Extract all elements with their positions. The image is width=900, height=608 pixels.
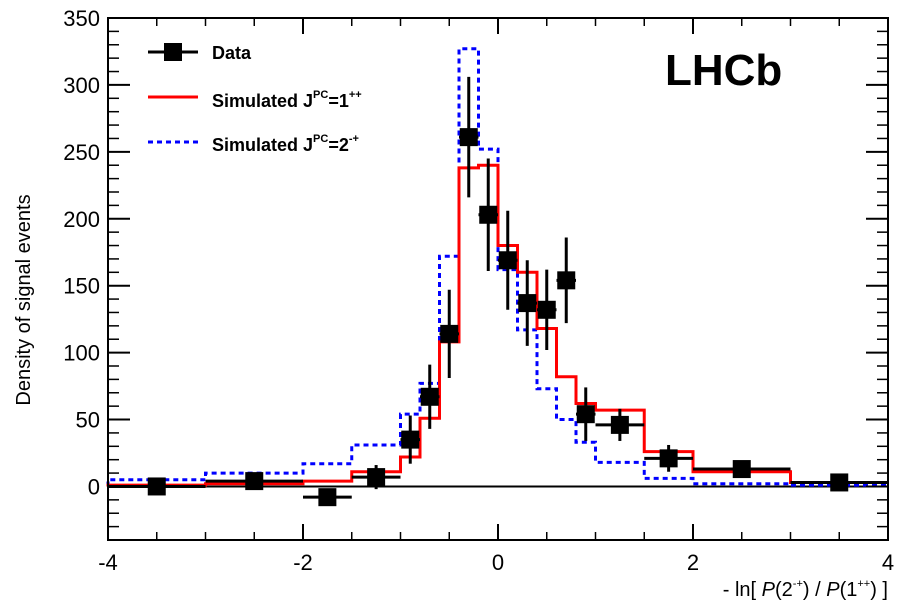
legend-sim2-label: Simulated JPC=2-+	[212, 133, 359, 155]
data-point	[420, 364, 440, 429]
data-point-marker	[420, 387, 439, 406]
data-point	[351, 465, 401, 490]
data-point	[537, 269, 557, 350]
data-point-marker	[659, 449, 678, 468]
x-axis-title: - ln[ P(2-+) / P(1++) ]	[723, 578, 888, 601]
data-point	[303, 488, 352, 507]
data-point	[595, 408, 645, 441]
y-tick-label: 300	[63, 73, 100, 98]
data-point	[439, 289, 459, 379]
data-point-marker	[732, 460, 751, 479]
data-point	[517, 260, 537, 346]
x-axis: -4 -2 0 2 4	[98, 18, 894, 575]
data-point	[693, 460, 791, 479]
x-tick-label: 4	[882, 550, 894, 575]
data-point	[478, 158, 498, 271]
data-point-marker	[367, 468, 386, 487]
data-point	[576, 387, 596, 441]
data-point	[498, 210, 518, 310]
data-point-marker	[518, 294, 537, 313]
x-tick-label: -4	[98, 550, 118, 575]
series-sim2-step	[106, 47, 888, 487]
data-point-marker	[440, 324, 459, 343]
y-tick-label: 200	[63, 207, 100, 232]
data-point	[644, 444, 693, 472]
data-point-marker	[557, 271, 576, 290]
data-point-marker	[830, 473, 849, 492]
legend: Data Simulated JPC=1++ Simulated JPC=2-+	[148, 43, 362, 155]
data-point-marker	[459, 128, 478, 147]
plot-area	[106, 17, 889, 541]
y-tick-label: 50	[76, 408, 100, 433]
data-point-marker	[147, 477, 166, 496]
data-point-marker	[318, 488, 337, 507]
y-tick-label: 0	[88, 474, 100, 499]
data-point-marker	[537, 300, 556, 319]
data-point	[400, 415, 420, 464]
lhcb-watermark: LHCb	[665, 46, 782, 95]
x-tick-label: -2	[293, 550, 313, 575]
data-point	[205, 472, 303, 491]
data-point-marker	[245, 472, 264, 491]
data-point	[459, 76, 479, 198]
y-axis-title: Density of signal events	[13, 194, 35, 405]
data-point-marker	[610, 415, 629, 434]
data-point-marker	[576, 405, 595, 424]
data-point	[790, 473, 888, 492]
y-tick-label: 150	[63, 274, 100, 299]
data-point-marker	[479, 205, 498, 224]
x-tick-label: 2	[687, 550, 699, 575]
data-point	[556, 237, 576, 324]
legend-sim1-label: Simulated JPC=1++	[212, 89, 362, 111]
data-point-marker	[401, 430, 420, 449]
y-tick-label: 350	[63, 6, 100, 31]
data-point-marker	[498, 251, 517, 270]
series-sim1-step	[106, 163, 888, 487]
y-axis: 0 50 100 150 200 250 300 350	[63, 6, 888, 528]
y-tick-label: 250	[63, 140, 100, 165]
legend-data-label: Data	[212, 43, 252, 63]
x-tick-label: 0	[492, 550, 504, 575]
legend-data-marker	[164, 43, 182, 61]
y-tick-label: 100	[63, 341, 100, 366]
data-point	[108, 477, 206, 496]
